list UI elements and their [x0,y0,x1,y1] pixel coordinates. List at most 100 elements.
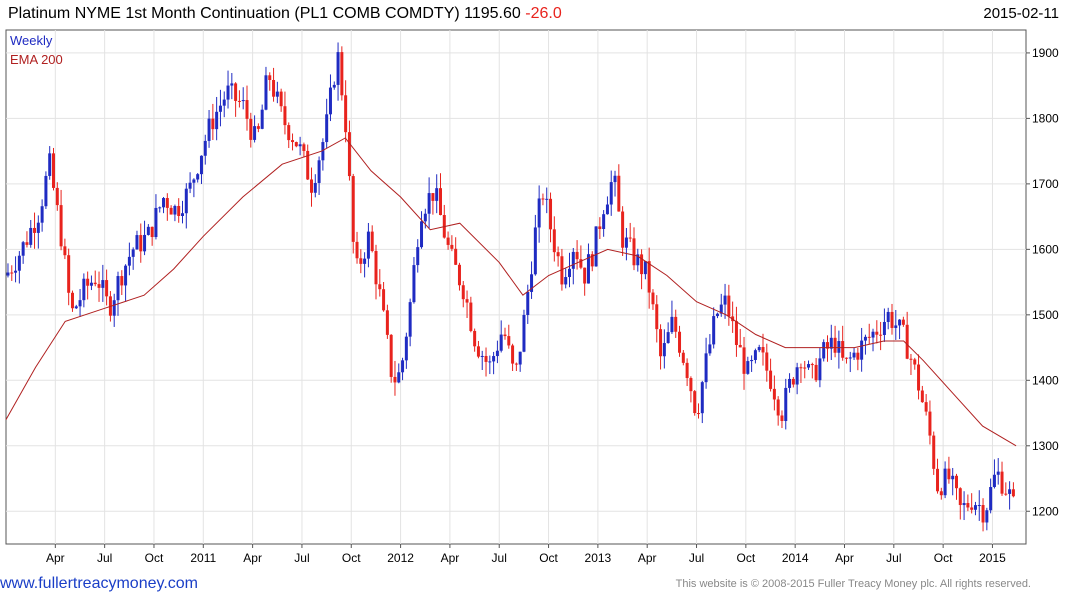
candle-body [245,100,249,119]
candle-body [920,390,924,403]
candle-body [36,222,40,233]
candle-body [355,241,359,259]
candle-body [207,118,211,141]
candle-body [321,142,325,161]
candle-body [139,235,143,252]
candle-body [844,357,848,359]
candle-body [674,316,678,332]
candle-body [215,111,219,130]
candle-body [401,360,405,373]
candle-body [203,140,207,156]
x-tick-label: 2014 [782,551,809,565]
candle-body [818,358,822,381]
candle-body [977,505,981,507]
candle-body [306,150,310,180]
x-tick-label: 2015 [979,551,1006,565]
candle-body [382,289,386,311]
candle-body [105,280,109,297]
x-tick-label: Apr [441,551,460,565]
candle-body [363,258,367,264]
candle-body [404,336,408,361]
candle-body [647,261,651,293]
y-tick-label: 1400 [1032,373,1059,387]
candle-body [173,205,177,215]
candle-body [541,198,545,200]
candle-body [992,474,996,488]
candle-body [981,505,985,523]
candle-body [973,505,977,510]
candle-body [249,118,253,140]
candle-body [567,268,571,278]
candle-body [302,144,306,151]
candle-body [44,175,48,207]
candle-body [374,250,378,285]
candle-body [256,126,260,129]
x-tick-label: Oct [934,551,953,565]
candle-body [852,352,856,358]
y-tick-label: 1200 [1032,504,1059,518]
candle-body [21,242,25,256]
candle-body [962,503,966,506]
candle-body [6,272,10,276]
candle-body [712,316,716,345]
candle-body [564,277,568,285]
candle-body [237,100,241,102]
candle-body [958,488,962,506]
candle-body [928,411,932,436]
candle-body [799,367,803,369]
candle-body [17,255,21,271]
candle-body [416,247,420,266]
site-link[interactable]: www.fullertreacymoney.com [0,575,198,592]
candle-body [63,246,67,256]
candle-body [549,198,553,230]
candle-body [218,105,222,112]
candle-body [837,341,841,353]
candle-body [48,153,52,176]
candle-body [332,84,336,88]
candle-body [317,160,321,183]
candle-body [1000,471,1004,494]
candle-body [192,179,196,183]
candle-body [146,226,150,235]
candle-body [226,85,230,100]
candle-body [165,198,169,208]
candle-body [742,347,746,374]
candle-body [788,378,792,388]
candle-body [954,475,958,489]
candle-body [681,352,685,363]
candles [6,42,1015,532]
candle-body [328,87,332,115]
candle-body [397,372,401,383]
x-tick-label: Jul [492,551,507,565]
candle-body [93,282,97,285]
candle-body [890,311,894,328]
x-tick-label: 2011 [190,551,216,565]
candle-body [230,83,234,86]
candle-body [184,188,188,214]
candle-body [719,304,723,314]
candle-body [181,213,185,216]
candle-body [693,391,697,414]
candle-body [769,370,773,389]
candle-body [586,254,590,284]
candle-body [871,331,875,338]
candle-body [499,334,503,351]
candle-body [700,382,704,414]
candle-body [70,292,74,309]
candle-body [784,387,788,421]
candle-body [632,238,636,266]
candle-body [268,75,272,81]
x-tick-label: Oct [342,551,361,565]
candle-body [120,276,124,286]
candle-body [344,95,348,133]
candle-body [996,471,1000,475]
candle-body [780,415,784,421]
candle-body [488,361,492,363]
x-tick-label: Oct [737,551,756,565]
candle-body [33,227,37,233]
candle-body [651,292,655,305]
candle-body [947,468,951,480]
candle-body [533,227,537,275]
candle-body [822,342,826,359]
candle-body [135,235,139,250]
